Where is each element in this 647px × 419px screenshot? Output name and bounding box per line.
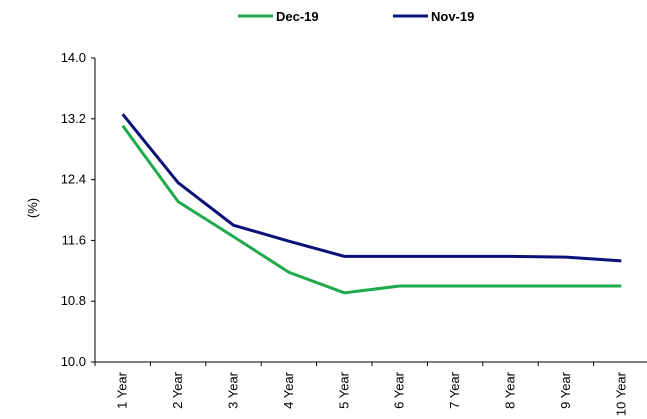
y-tick-label: 14.0 [61, 50, 86, 65]
y-axis-label: (%) [25, 198, 40, 218]
x-tick-label: 2 Year [170, 371, 185, 409]
x-tick-label: 8 Year [503, 371, 518, 409]
legend-label-dec-19: Dec-19 [276, 9, 319, 24]
series-layer [121, 113, 622, 295]
x-tick-label: 3 Year [226, 371, 241, 409]
x-tick-label: 1 Year [115, 371, 130, 409]
x-tick-label: 7 Year [447, 371, 462, 409]
x-tick-label: 5 Year [336, 371, 351, 409]
x-tick-label: 6 Year [392, 371, 407, 409]
y-axis: 10.0 10.8 11.6 12.4 13.2 14.0 [61, 50, 96, 369]
y-tick-label: 10.0 [61, 354, 86, 369]
x-tick-label: 9 Year [558, 371, 573, 409]
y-tick-label: 12.4 [61, 172, 86, 187]
x-axis: 1 Year 2 Year 3 Year 4 Year 5 Year 6 Year 7 Ye… [94, 361, 647, 416]
x-tick-label: 4 Year [281, 371, 296, 409]
series-line-nov-19 [121, 113, 622, 263]
legend-label-nov-19: Nov-19 [431, 9, 474, 24]
series-line-dec-19 [121, 124, 622, 295]
y-tick-label: 11.6 [62, 232, 86, 247]
x-tick-label: 10 Year [613, 371, 628, 416]
y-tick-label: 10.8 [61, 293, 86, 308]
legend: Dec-19 Nov-19 [238, 9, 474, 24]
y-tick-label: 13.2 [61, 111, 86, 126]
